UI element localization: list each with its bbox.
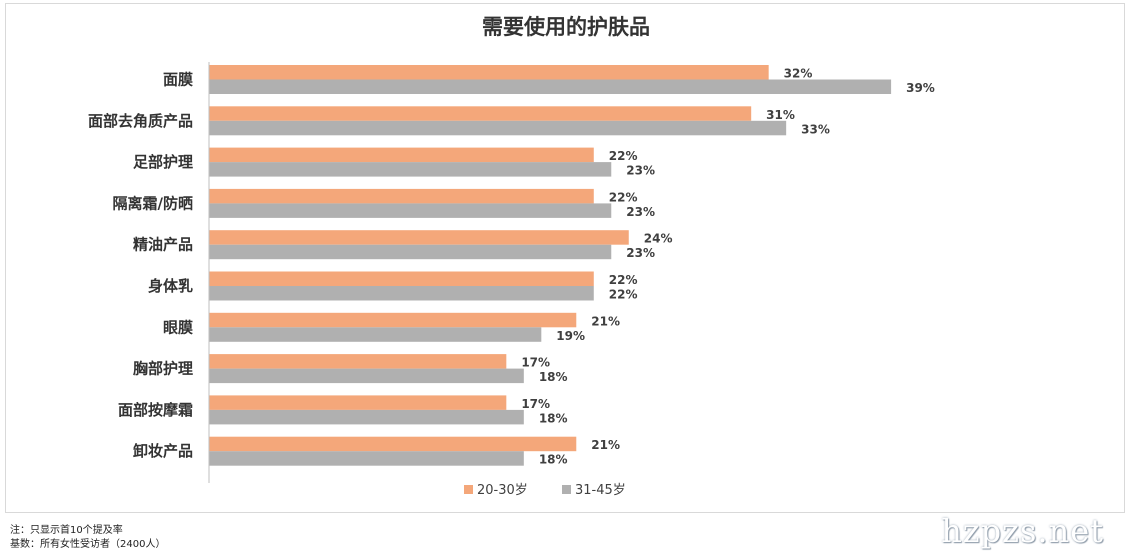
- data-label: 22%: [609, 149, 638, 163]
- data-label: 18%: [539, 411, 568, 425]
- bar-series1: [209, 354, 507, 369]
- data-label: 23%: [626, 246, 655, 260]
- bar-series2: [209, 451, 524, 466]
- bar-series2: [209, 286, 594, 301]
- bar-series2: [209, 409, 524, 425]
- bar-series1: [209, 312, 577, 328]
- data-label: 24%: [644, 232, 673, 246]
- data-label: 31%: [766, 108, 795, 122]
- bar-series2: [209, 244, 612, 260]
- category-label: 眼膜: [163, 318, 193, 336]
- bar-series1: [209, 147, 594, 163]
- data-label: 39%: [906, 81, 935, 95]
- data-label: 21%: [591, 314, 620, 328]
- data-label: 22%: [609, 273, 638, 287]
- data-label: 22%: [609, 288, 638, 302]
- plot-area: 面膜 32%39%面部去角质产品 31%33%足部护理 22%23%隔离霜/防晒 22%…: [88, 62, 935, 483]
- bar-series2: [209, 162, 612, 177]
- legend-label: 20-30岁: [477, 483, 528, 498]
- category-label: 足部护理: [133, 153, 193, 171]
- category-label: 面部按摩霜: [118, 401, 193, 419]
- category-label: 卸妆产品: [133, 442, 193, 460]
- bar-series1: [209, 230, 629, 245]
- chart-title: 需要使用的护肤品: [482, 15, 650, 39]
- category-label: 精油产品: [133, 236, 193, 254]
- data-label: 17%: [521, 356, 550, 370]
- chart-frame: 需要使用的护肤品 面膜 32% 39% 面部去角质产品 31% 33% 足部护理 22% 23%…: [5, 3, 1125, 513]
- bar-series1: [209, 188, 594, 204]
- category-label: 胸部护理: [133, 360, 193, 378]
- bar-series1: [209, 395, 507, 410]
- legend-label: 31-45岁: [575, 483, 626, 498]
- bar-series2: [209, 327, 542, 342]
- watermark: hzpzs.net: [941, 512, 1104, 550]
- bar-series1: [209, 65, 769, 80]
- data-label: 17%: [521, 397, 550, 411]
- bar-series2: [209, 368, 524, 384]
- data-label: 23%: [626, 164, 655, 178]
- data-label: 22%: [609, 190, 638, 204]
- legend-swatch: [562, 485, 571, 494]
- data-label: 33%: [801, 122, 830, 136]
- bar-series1: [209, 271, 594, 286]
- footnote-note: 注：只显示首10个提及率: [10, 525, 123, 536]
- bar-chart: 需要使用的护肤品 面膜 32%39%面部去角质产品 31%33%足部护理 22%23%…: [88, 15, 935, 498]
- bar-series2: [209, 203, 612, 218]
- footnote-base: 基数：所有女性受访者（2400人）: [10, 539, 166, 550]
- legend: 20-30岁 31-45岁: [464, 483, 626, 498]
- bar-series2: [209, 120, 787, 136]
- category-label: 隔离霜/防晒: [113, 194, 193, 212]
- bar-series2: [209, 79, 892, 94]
- category-label: 面膜: [163, 71, 193, 89]
- footnotes: 注：只显示首10个提及率 基数：所有女性受访者（2400人）: [10, 524, 165, 552]
- category-label: 面部去角质产品: [88, 112, 193, 130]
- data-label: 21%: [591, 438, 620, 452]
- legend-swatch: [464, 485, 473, 494]
- bar-series1: [209, 106, 752, 121]
- bar-series1: [209, 436, 577, 452]
- data-label: 23%: [626, 205, 655, 219]
- data-label: 18%: [539, 453, 568, 467]
- data-label: 32%: [784, 67, 813, 81]
- data-label: 18%: [539, 370, 568, 384]
- category-label: 身体乳: [148, 277, 193, 295]
- data-label: 19%: [556, 329, 585, 343]
